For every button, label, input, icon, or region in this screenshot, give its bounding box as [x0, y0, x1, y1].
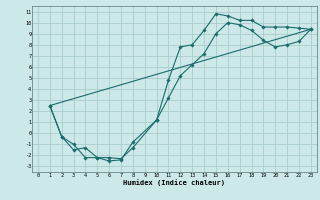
X-axis label: Humidex (Indice chaleur): Humidex (Indice chaleur) — [124, 179, 225, 186]
